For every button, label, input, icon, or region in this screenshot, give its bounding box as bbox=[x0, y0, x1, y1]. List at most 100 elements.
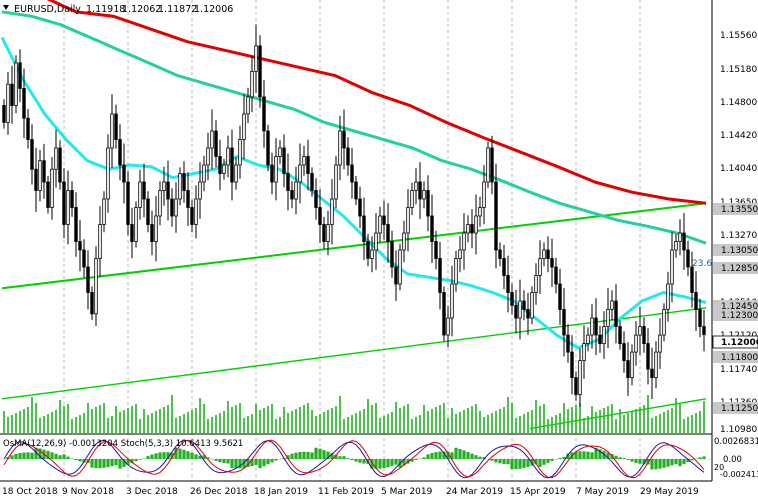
candle-body bbox=[546, 249, 550, 259]
candle-body bbox=[218, 156, 222, 174]
osma-bar bbox=[446, 451, 450, 459]
candle-body bbox=[78, 241, 82, 251]
candle-body bbox=[674, 241, 678, 251]
candle-body bbox=[314, 190, 318, 208]
osma-bar bbox=[654, 459, 658, 470]
candle-body bbox=[142, 181, 146, 200]
osma-bar bbox=[546, 459, 550, 463]
candlesticks[interactable] bbox=[2, 24, 706, 407]
osma-bar bbox=[50, 452, 54, 459]
candle-body bbox=[418, 181, 422, 200]
candle-body bbox=[502, 258, 506, 276]
osma-bar bbox=[302, 451, 306, 459]
osma-bar bbox=[678, 459, 682, 467]
trendline-middle bbox=[1, 307, 707, 400]
osma-bar bbox=[642, 459, 646, 465]
candle-body bbox=[630, 351, 634, 379]
candle-body bbox=[170, 198, 174, 217]
candle-body bbox=[394, 266, 398, 285]
candle-body bbox=[242, 113, 246, 140]
candle-body bbox=[2, 105, 6, 123]
osma-bar bbox=[258, 459, 262, 469]
osma-bar bbox=[150, 454, 154, 459]
time-label: 7 May 2019 bbox=[576, 487, 629, 497]
candle-body bbox=[582, 343, 586, 362]
candle-body bbox=[494, 181, 498, 251]
candle-body bbox=[30, 139, 34, 170]
candle-body bbox=[586, 334, 590, 345]
low-value: 1.11872 bbox=[158, 4, 197, 15]
candle-body bbox=[510, 292, 514, 306]
candle-body bbox=[594, 317, 598, 336]
osma-bar bbox=[330, 453, 334, 459]
candle-body bbox=[126, 181, 130, 225]
osma-bar bbox=[414, 459, 418, 460]
osma-bar bbox=[214, 459, 218, 461]
candle-body bbox=[498, 249, 502, 259]
osma-bar bbox=[566, 453, 570, 459]
osma-bar bbox=[94, 459, 98, 469]
price-label: 1.11740 bbox=[720, 365, 757, 375]
candle-body bbox=[370, 249, 374, 259]
osma-bar bbox=[78, 459, 82, 462]
candle-body bbox=[402, 232, 406, 251]
candle-body bbox=[298, 164, 302, 183]
candle-body bbox=[622, 343, 626, 362]
candle-body bbox=[522, 300, 526, 310]
candle-body bbox=[70, 190, 74, 208]
price-label: 1.14800 bbox=[720, 98, 757, 108]
price-label: 1.14040 bbox=[720, 164, 757, 174]
candle-body bbox=[10, 83, 14, 106]
candle-body bbox=[610, 300, 614, 310]
osma-bar bbox=[490, 459, 494, 461]
osma-bar bbox=[198, 455, 202, 459]
osma-bar bbox=[318, 448, 322, 459]
osma-bar bbox=[426, 454, 430, 459]
candle-body bbox=[38, 160, 42, 191]
osma-bar bbox=[582, 451, 586, 459]
trendlines[interactable] bbox=[1, 202, 707, 430]
candle-body bbox=[26, 117, 30, 140]
osma-bar bbox=[362, 459, 366, 464]
osma-bar bbox=[510, 459, 514, 470]
candle-body bbox=[230, 147, 234, 183]
candle-body bbox=[606, 309, 610, 327]
osma-bar bbox=[686, 459, 690, 463]
open-value: 1.11918 bbox=[86, 4, 125, 15]
candle-body bbox=[446, 317, 450, 336]
osma-bar bbox=[66, 456, 70, 459]
osma-bar bbox=[238, 459, 242, 469]
osma-bar bbox=[290, 453, 294, 459]
candle-body bbox=[602, 326, 606, 345]
candle-body bbox=[646, 343, 650, 370]
candle-body bbox=[410, 190, 414, 208]
candle-body bbox=[470, 224, 474, 234]
chevron-down-icon[interactable] bbox=[3, 5, 9, 10]
osma-bar bbox=[194, 454, 198, 459]
candle-body bbox=[258, 45, 262, 98]
osma-bar bbox=[422, 457, 426, 459]
time-label: 18 Jan 2019 bbox=[254, 487, 308, 497]
osma-bar bbox=[350, 459, 354, 461]
candle-body bbox=[694, 292, 698, 310]
osma-bar bbox=[138, 459, 142, 460]
candle-body bbox=[174, 198, 178, 217]
osma-bar bbox=[190, 452, 194, 459]
candle-body bbox=[254, 45, 258, 72]
level-badge: 1.11250 bbox=[721, 404, 758, 414]
candle-body bbox=[54, 147, 58, 170]
candle-body bbox=[318, 207, 322, 225]
osma-bar bbox=[562, 456, 566, 459]
candle-body bbox=[182, 173, 186, 191]
osma-bar bbox=[630, 459, 634, 462]
candle-body bbox=[334, 164, 338, 200]
osma-bar bbox=[670, 459, 674, 466]
price-label: 1.10980 bbox=[720, 425, 757, 435]
candle-body bbox=[270, 164, 274, 183]
osma-bar bbox=[326, 451, 330, 459]
candle-body bbox=[670, 249, 674, 285]
osma-bar bbox=[598, 449, 602, 459]
osma-bar bbox=[586, 451, 590, 459]
time-label: 18 Oct 2018 bbox=[2, 487, 58, 497]
